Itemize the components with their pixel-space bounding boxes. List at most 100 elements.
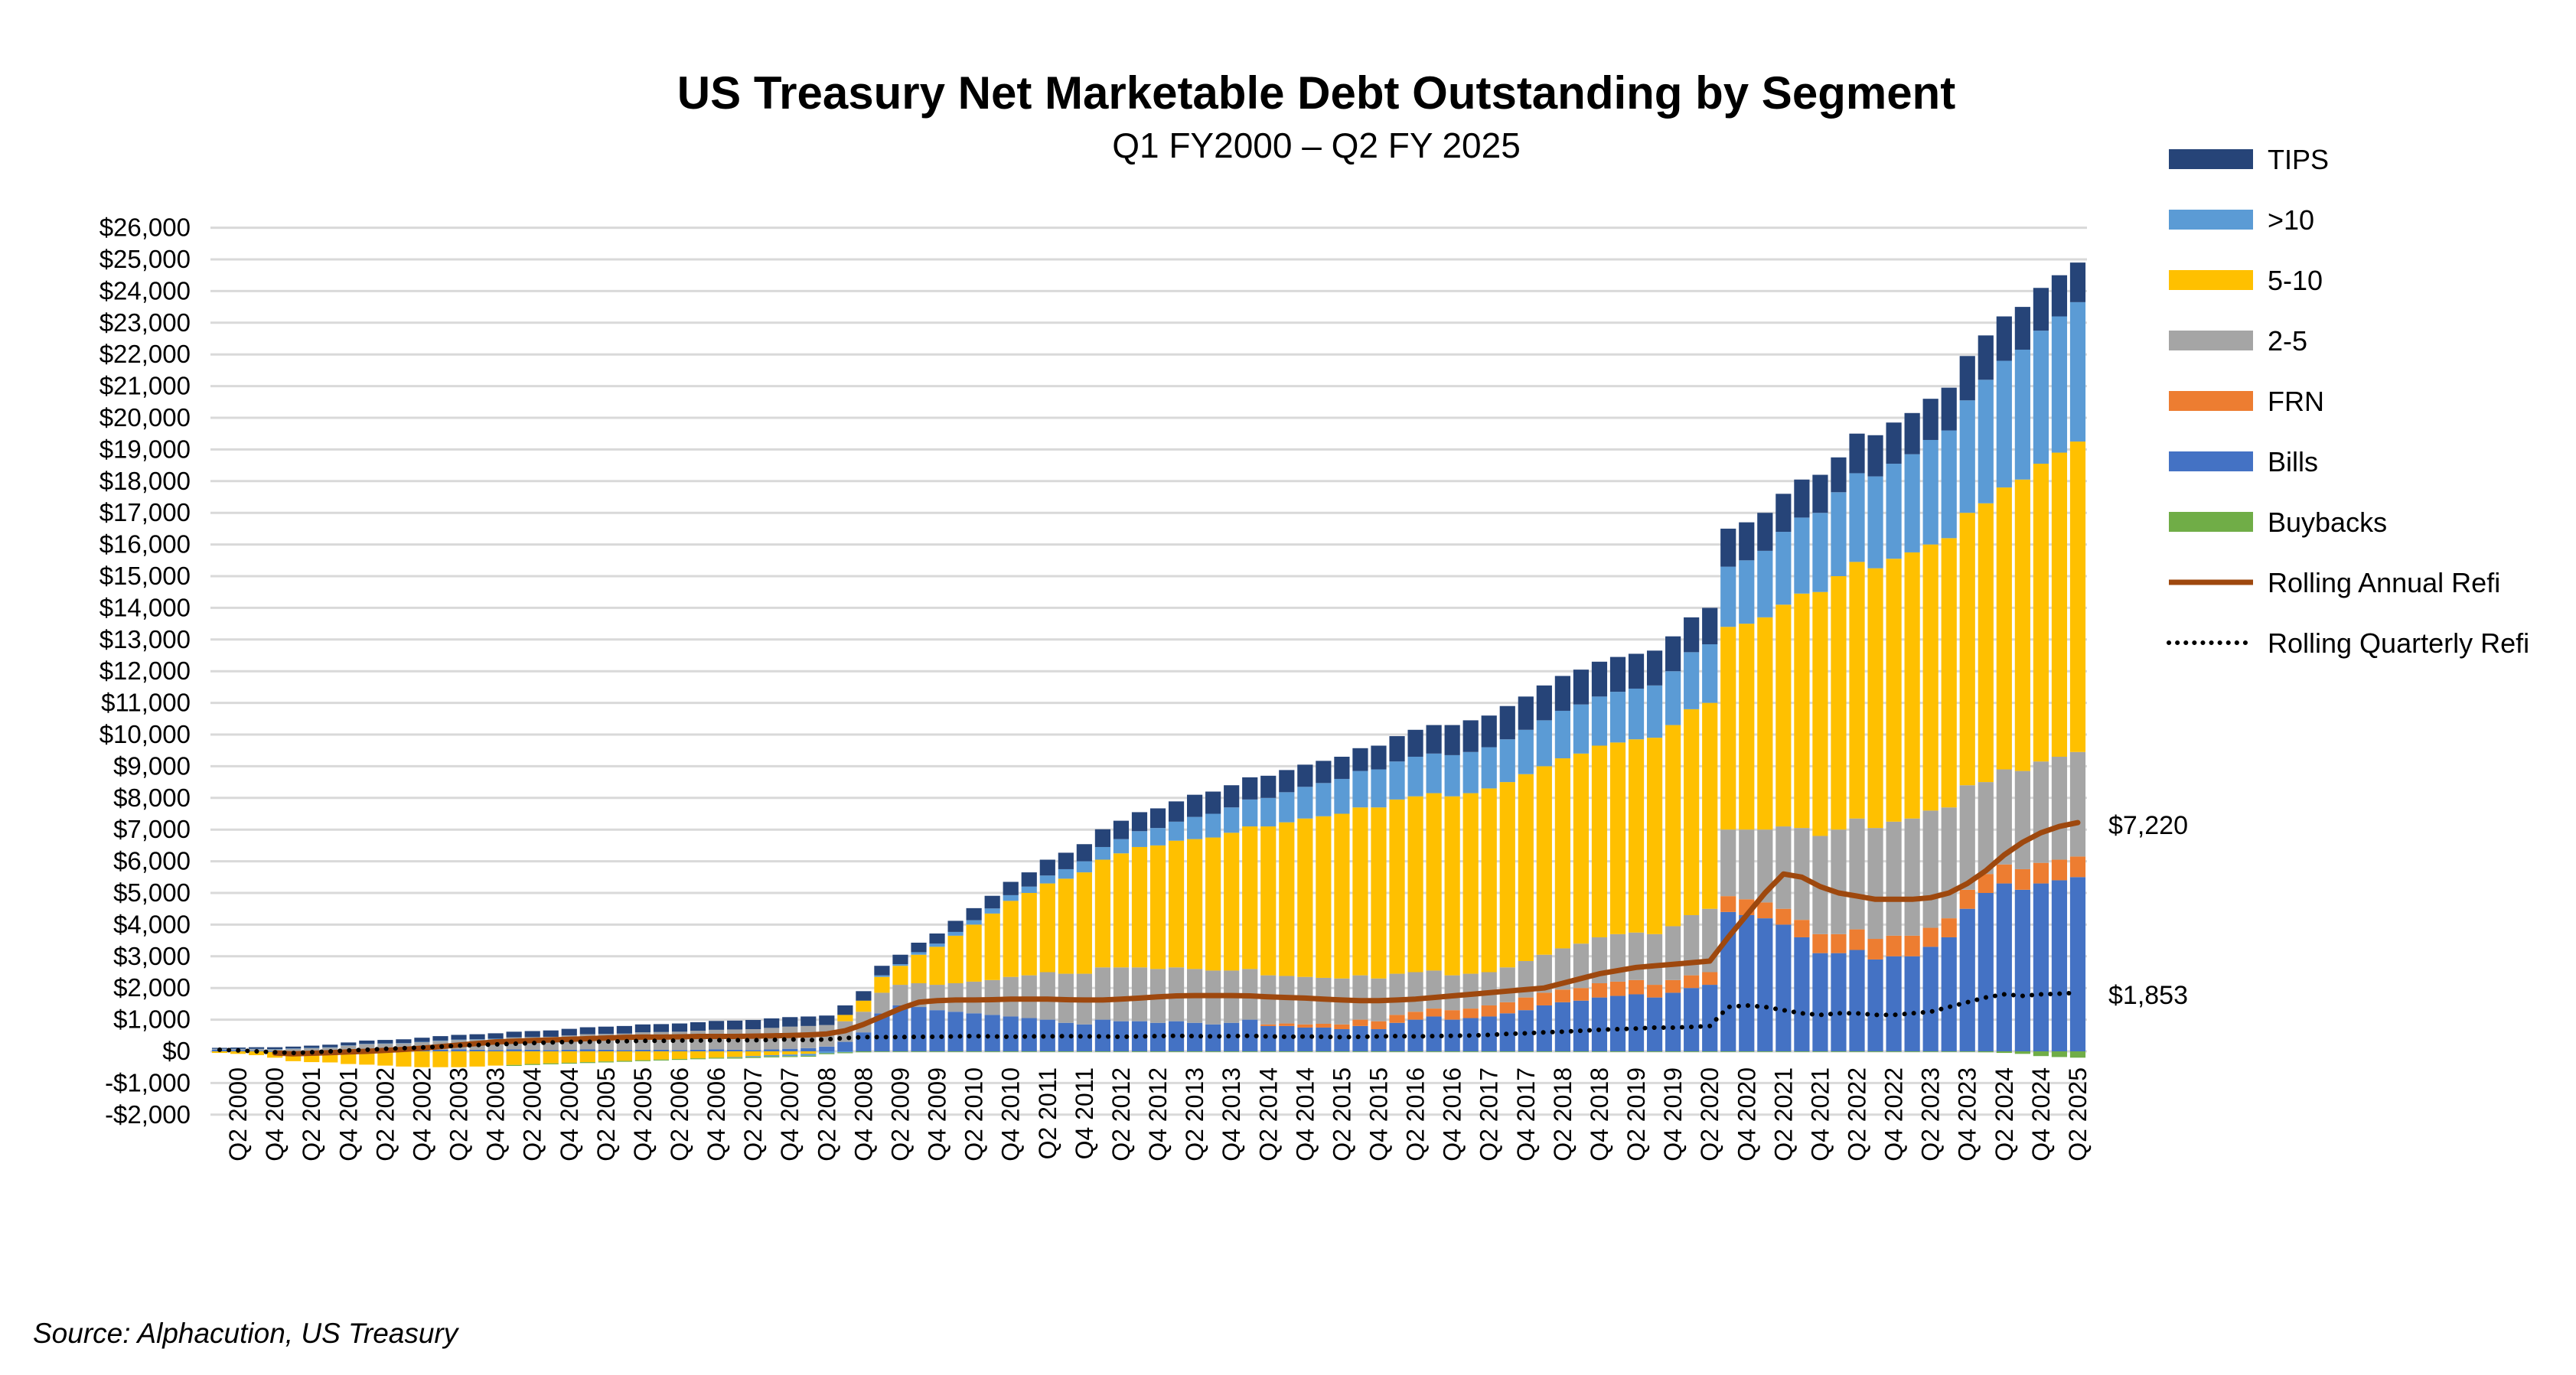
bar-segment-buybacks — [801, 1055, 817, 1057]
bar-segment-25 — [1684, 914, 1700, 976]
bar-segment-bills — [2033, 883, 2049, 1051]
bar-segment-buybacks — [819, 1053, 835, 1054]
bar-segment-10 — [1536, 720, 1552, 767]
bar-segment-10 — [341, 1045, 357, 1046]
bar-segment-25 — [1039, 972, 1055, 1020]
bar-segment-tips — [1904, 412, 1920, 455]
bar-segment-510 — [1039, 883, 1055, 973]
bar-segment-bills — [451, 1049, 467, 1051]
bar-segment-bills — [1168, 1021, 1185, 1051]
bar-segment-25 — [892, 985, 908, 1005]
x-tick-label: Q2 2006 — [666, 1067, 693, 1162]
bar-segment-510 — [285, 1053, 302, 1061]
bar-segment-10 — [1720, 566, 1736, 627]
gridlines — [210, 226, 2087, 1116]
bar-segment-510 — [1665, 725, 1681, 927]
bar-segment-25 — [2069, 751, 2086, 857]
bar-segment-buybacks — [911, 1051, 927, 1052]
bar-segment-tips — [285, 1046, 302, 1049]
bar-segment-tips — [1426, 725, 1442, 754]
bar-segment-buybacks — [1094, 1051, 1110, 1052]
bar-segment-buybacks — [874, 1051, 890, 1052]
bar-segment-buybacks — [653, 1059, 670, 1061]
bar-segment-10 — [396, 1043, 412, 1044]
bar-segment-25 — [1849, 818, 1865, 930]
bar-segment-510 — [1849, 562, 1865, 819]
bar-segment-510 — [708, 1051, 725, 1058]
legend-label: >10 — [2268, 204, 2314, 236]
bar-segment-buybacks — [1628, 1051, 1645, 1052]
bar-segment-tips — [1941, 387, 1957, 431]
bar-segment-buybacks — [2051, 1051, 2068, 1057]
bar-segment-frn — [1959, 889, 1975, 909]
bar-segment-25 — [1536, 954, 1552, 993]
x-tick-label: Q4 2001 — [334, 1067, 362, 1162]
bar-segment-frn — [1279, 1023, 1295, 1026]
legend-item: FRN — [2169, 386, 2324, 417]
bar-segment-tips — [1149, 808, 1166, 829]
bar-segment-10 — [1831, 492, 1847, 576]
bar-segment-tips — [1205, 791, 1221, 814]
bar-segment-tips — [911, 942, 927, 953]
bar-segment-510 — [1094, 859, 1110, 968]
bar-segment-bills — [1720, 911, 1736, 1051]
bar-segment-buybacks — [1904, 1051, 1920, 1052]
bar-segment-frn — [2069, 856, 2086, 878]
bar-segment-510 — [543, 1051, 559, 1064]
bar-segment-10 — [1316, 783, 1332, 816]
bar-segment-tips — [690, 1021, 706, 1031]
bar-segment-tips — [2051, 275, 2068, 317]
bar-segment-buybacks — [1389, 1051, 1405, 1052]
bar-segment-510 — [874, 976, 890, 993]
bar-segment-10 — [819, 1051, 835, 1054]
bar-segment-bills — [1352, 1025, 1368, 1051]
bar-segment-tips — [1242, 777, 1258, 800]
bar-segment-bills — [727, 1049, 743, 1051]
bar-segment-frn — [1609, 981, 1626, 996]
bar-segment-510 — [451, 1051, 467, 1067]
bar-segment-bills — [1996, 883, 2012, 1051]
bar-segment-frn — [1536, 992, 1552, 1005]
bar-segment-bills — [1978, 893, 1994, 1051]
bar-segment-tips — [1849, 433, 1865, 474]
bar-segment-tips — [856, 991, 872, 1001]
bar-segment-bills — [1739, 914, 1755, 1051]
bar-segment-buybacks — [1131, 1051, 1148, 1052]
bar-segment-bills — [579, 1049, 595, 1051]
bar-segment-buybacks — [1922, 1051, 1939, 1052]
bar-segment-10 — [1794, 517, 1810, 594]
bar-segment-bills — [929, 1010, 945, 1051]
bar-segment-buybacks — [1039, 1051, 1055, 1052]
bar-segment-25 — [2033, 761, 2049, 863]
bar-segment-tips — [1922, 399, 1939, 440]
bar-segment-510 — [764, 1051, 780, 1055]
bar-segment-tips — [506, 1031, 522, 1038]
bar-segment-tips — [1003, 881, 1019, 895]
bar-segment-10 — [2051, 316, 2068, 453]
bar-segment-tips — [1094, 829, 1110, 847]
bar-segment-buybacks — [1407, 1051, 1423, 1052]
bar-segment-10 — [1959, 400, 1975, 513]
bar-segment-tips — [1021, 872, 1037, 887]
bar-segment-tips — [2033, 288, 2049, 331]
bar-segment-tips — [1481, 715, 1497, 748]
bar-segment-buybacks — [892, 1051, 908, 1052]
bar-segment-25 — [304, 1048, 320, 1051]
bar-segment-tips — [1297, 764, 1313, 787]
bar-segment-bills — [1849, 950, 1865, 1051]
bar-segment-buybacks — [1812, 1051, 1828, 1052]
bar-segment-25 — [1720, 829, 1736, 897]
y-tick-label: $20,000 — [99, 403, 191, 432]
bar-segment-tips — [1444, 725, 1460, 755]
legend: TIPS >10 5-10 2-5 FRN Bills Buybacks Rolling An… — [2167, 144, 2529, 659]
bar-segment-bills — [1058, 1022, 1074, 1051]
y-tick-label: $16,000 — [99, 530, 191, 559]
x-tick-label: Q2 2019 — [1622, 1067, 1650, 1162]
bar-segment-bills — [1039, 1019, 1055, 1051]
bar-segment-frn — [1831, 934, 1847, 953]
bar-segment-buybacks — [1609, 1051, 1626, 1052]
bar-segment-510 — [911, 954, 927, 983]
bar-segment-510 — [801, 1051, 817, 1054]
x-tick-label: Q2 2015 — [1328, 1067, 1355, 1162]
bar-segment-10 — [1444, 754, 1460, 797]
